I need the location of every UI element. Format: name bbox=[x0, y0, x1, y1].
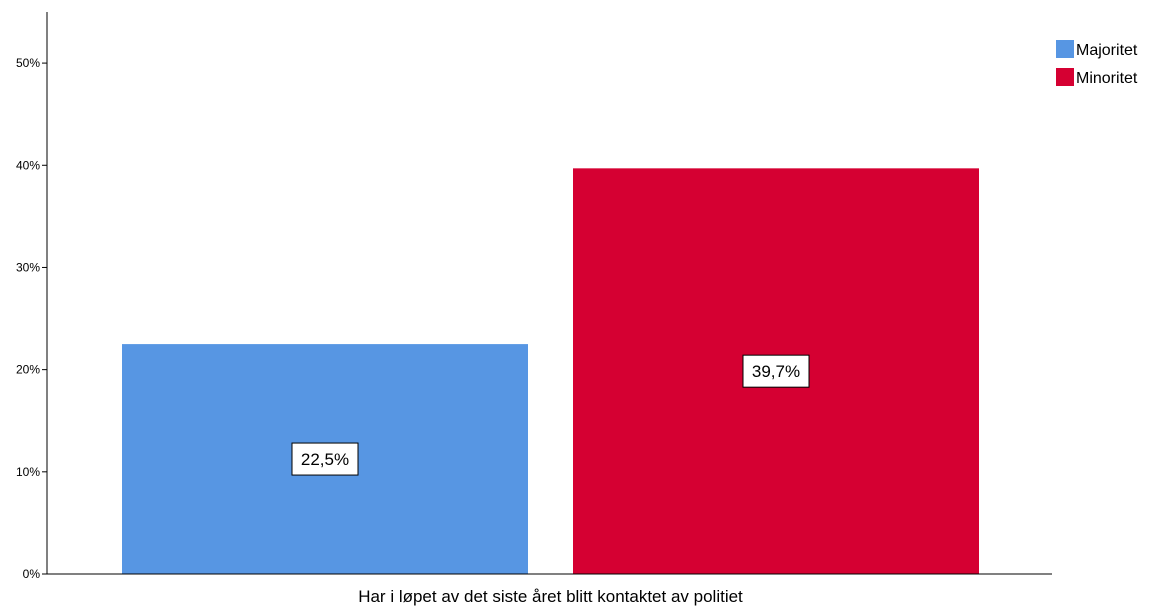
legend-swatch-minoritet bbox=[1056, 68, 1074, 86]
legend-label-minoritet: Minoritet bbox=[1076, 70, 1138, 87]
y-tick-label: 40% bbox=[16, 158, 40, 172]
data-label-box bbox=[742, 354, 810, 388]
y-tick-label: 20% bbox=[16, 363, 40, 377]
y-tick-label: 30% bbox=[16, 260, 40, 274]
y-tick-label: 10% bbox=[16, 465, 40, 479]
data-label-text: 22,5% bbox=[301, 450, 349, 469]
data-label-majoritet: 22,5% bbox=[291, 442, 359, 476]
legend-label-majoritet: Majoritet bbox=[1076, 42, 1138, 59]
data-label-box bbox=[291, 442, 359, 476]
bars bbox=[122, 168, 979, 574]
legend: Majoritet Minoritet bbox=[1056, 40, 1138, 87]
legend-swatch-majoritet bbox=[1056, 40, 1074, 58]
x-axis-title: Har i løpet av det siste året blitt kont… bbox=[358, 587, 743, 606]
data-label-text: 39,7% bbox=[752, 362, 800, 381]
data-label-minoritet: 39,7% bbox=[742, 354, 810, 388]
y-axis: 0% 10% 20% 30% 40% 50% bbox=[16, 12, 48, 581]
y-tick-label: 50% bbox=[16, 56, 40, 70]
y-tick-label: 0% bbox=[23, 567, 41, 581]
data-labels: 22,5% 39,7% bbox=[291, 354, 810, 476]
